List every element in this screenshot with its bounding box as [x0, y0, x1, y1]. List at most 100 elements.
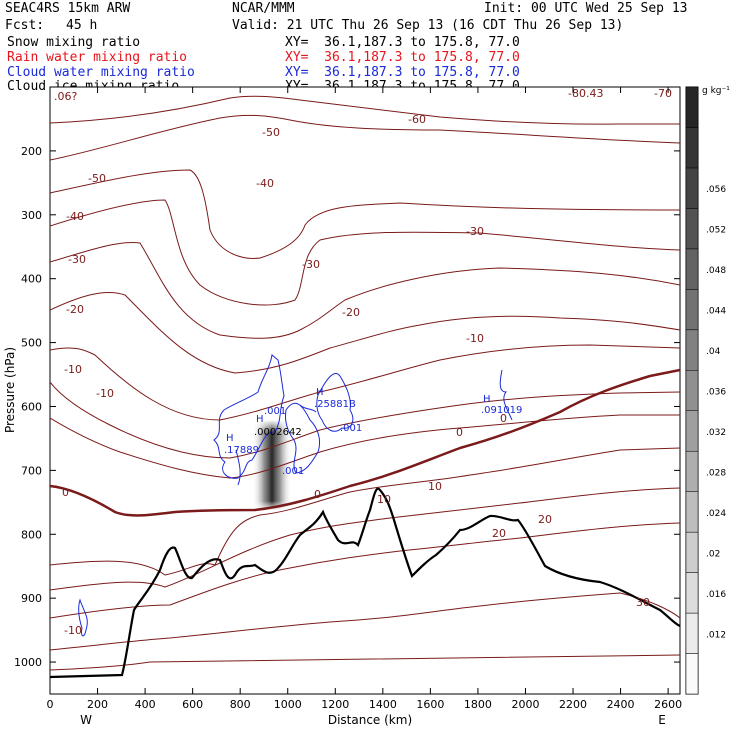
contour-label: -60 — [408, 113, 426, 126]
colorbar-swatch — [685, 612, 699, 654]
colorbar-tick-label: .044 — [706, 307, 726, 317]
isotherm-line — [50, 95, 680, 125]
field-rain-name: Rain water mixing ratio — [7, 50, 188, 65]
x-axis-right-end-label: E — [658, 713, 666, 727]
colorbar-tick-label: .048 — [706, 266, 726, 276]
colorbar-swatch — [685, 531, 699, 573]
plot-frame — [49, 86, 681, 695]
cloud-water-label: .001 — [264, 406, 286, 417]
cloud-water-label: .001 — [282, 466, 304, 477]
x-tick-label: 1000 — [274, 698, 302, 711]
colorbar-tick-label: .052 — [706, 226, 726, 236]
colorbar-swatch — [685, 491, 699, 533]
y-tick-label: 200 — [21, 145, 42, 158]
isotherm-line — [50, 199, 680, 306]
isotherm-line — [50, 169, 680, 259]
colorbar-tick-label: .056 — [706, 185, 726, 195]
contour-label: 30 — [636, 596, 650, 609]
colorbar-tick-label: .032 — [706, 428, 726, 438]
contour-label: 0 — [456, 426, 463, 439]
cloud-water-label: .0002642 — [254, 427, 302, 438]
isotherm-line — [50, 344, 680, 421]
contour-label: 0 — [314, 488, 321, 501]
contour-label: -50 — [88, 172, 106, 185]
colorbar-tick-label: .036 — [706, 388, 726, 398]
contour-label: 20 — [492, 527, 506, 540]
colorbar-tick-label: .02 — [706, 549, 720, 559]
cloud-water-contour — [285, 402, 321, 474]
isotherm-line — [50, 241, 680, 339]
contour-label: -10 — [466, 332, 484, 345]
colorbar-swatch — [685, 329, 699, 371]
isotherm-line — [50, 522, 680, 619]
x-tick-label: 1600 — [416, 698, 444, 711]
y-tick-label: 600 — [21, 400, 42, 413]
x-tick-label: 2600 — [654, 698, 682, 711]
field-snow-xy: XY= 36.1,187.3 to 175.8, 77.0 — [285, 35, 520, 50]
zero-isotherm-line — [50, 368, 680, 517]
cloud-water-label: .091019 — [481, 405, 522, 416]
contour-label: -80.43 — [568, 87, 603, 100]
init-time: Init: 00 UTC Wed 25 Sep 13 — [484, 1, 688, 16]
cloud-water-label: .17889 — [224, 445, 259, 456]
x-tick-label: 0 — [47, 698, 54, 711]
contour-label: -70 — [654, 87, 672, 100]
contour-label: -50 — [262, 126, 280, 139]
cloud-water-label: .25881B — [314, 399, 356, 410]
x-axis: 0 200 400 600 800 1000 1200 1400 1600 1800 2000 220… — [47, 87, 682, 711]
contour-label: 10 — [377, 493, 391, 506]
colorbar-unit: g kg⁻¹ — [702, 86, 730, 96]
isotherm-line — [50, 114, 680, 161]
valid-time: Valid: 21 UTC Thu 26 Sep 13 (16 CDT Thu … — [232, 18, 624, 33]
colorbar-tick-label: .028 — [706, 468, 726, 478]
contour-label: 0 — [62, 486, 69, 499]
contour-label: 0 — [500, 412, 507, 425]
field-cloudwater-xy: XY= 36.1,187.3 to 175.8, 77.0 — [285, 65, 520, 80]
cloud-water-contour — [78, 598, 88, 637]
cloud-water-label: H — [316, 387, 324, 398]
temperature-contours — [50, 95, 680, 671]
colorbar-swatch — [685, 450, 699, 492]
cloud-water-contour — [299, 404, 317, 413]
fcst-value: 45 h — [66, 18, 98, 33]
field-snow-name: Snow mixing ratio — [7, 35, 141, 50]
isotherm-line — [50, 447, 680, 576]
cloud-water-labels: H .001 .0002642 H .17889 H .25881B .001 … — [224, 387, 522, 477]
contour-label: .06? — [54, 90, 77, 103]
colorbar-tick-label: .024 — [706, 509, 726, 519]
terrain-line — [50, 487, 680, 679]
model-title: SEAC4RS 15km ARW — [5, 1, 131, 16]
field-rain-xy: XY= 36.1,187.3 to 175.8, 77.0 — [285, 50, 520, 65]
y-tick-label: 400 — [21, 273, 42, 286]
x-tick-label: 1400 — [369, 698, 397, 711]
center-title: NCAR/MMM — [232, 1, 295, 16]
x-tick-label: 2400 — [607, 698, 635, 711]
contour-label: -40 — [66, 210, 84, 223]
x-tick-label: 1200 — [321, 698, 349, 711]
colorbar-tick-label: .04 — [706, 347, 721, 357]
contour-label: -20 — [66, 303, 84, 316]
fcst-label: Fcst: — [5, 18, 45, 33]
cloud-water-label: H — [256, 414, 264, 425]
cloud-water-contour — [316, 372, 354, 432]
cloud-water-contour — [235, 449, 241, 486]
isotherm-line — [50, 487, 680, 591]
contour-label: -10 — [64, 363, 82, 376]
contour-label: -40 — [256, 177, 274, 190]
x-tick-label: 800 — [230, 698, 251, 711]
colorbar-swatch — [685, 572, 699, 614]
y-axis-label: Pressure (hPa) — [3, 347, 17, 433]
colorbar: .012 .016 .02 .024 .028 .032 .036 .04 .044 .048 .0… — [685, 86, 730, 695]
contour-label: 20 — [538, 513, 552, 526]
cloud-water-contours — [78, 354, 513, 637]
colorbar-swatch — [685, 370, 699, 411]
x-tick-label: 200 — [87, 698, 108, 711]
cloud-water-label: H — [226, 433, 234, 444]
x-tick-label: 2200 — [559, 698, 587, 711]
isotherm-line — [50, 592, 680, 651]
contour-labels: .06? -50 -60 -70 -80.43 -50 -40 -30 -40 … — [54, 87, 672, 637]
y-tick-label: 800 — [21, 528, 42, 541]
y-tick-label: 900 — [21, 592, 42, 605]
y-tick-label: 700 — [21, 464, 42, 477]
x-tick-label: 400 — [135, 698, 156, 711]
